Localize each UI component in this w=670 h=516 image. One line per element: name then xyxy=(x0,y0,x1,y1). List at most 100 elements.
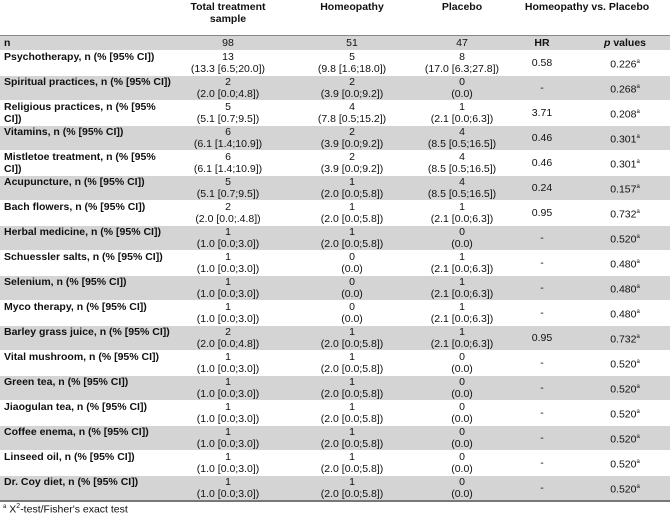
row-label: Vital mushroom, n (% [95% CI]) xyxy=(0,350,172,376)
placebo-n: 1 xyxy=(459,326,465,338)
total-n: 1 xyxy=(225,376,231,388)
total-n: 1 xyxy=(225,426,231,438)
placebo-n: 4 xyxy=(459,176,465,188)
placebo-n: 0 xyxy=(459,476,465,488)
p-value: 0.480 xyxy=(610,283,637,296)
homeopathy-n: 2 xyxy=(349,126,355,138)
homeopathy-cell: 5 (9.8 [1.6;18.0]) xyxy=(284,50,420,76)
placebo-ci: (2.1 [0.0;6.3]) xyxy=(430,213,494,225)
total-cell: 1 (1.0 [0.0;3.0]) xyxy=(172,300,284,326)
p-value: 0.520 xyxy=(610,233,637,246)
homeopathy-cell: 2 (3.9 [0.0;9.2]) xyxy=(284,150,420,176)
total-cell: 1 (1.0 [0.0;3.0]) xyxy=(172,375,284,401)
homeopathy-cell: 0 (0.0) xyxy=(284,250,420,276)
homeopathy-cell: 1 (2.0 [0.0;5.8]) xyxy=(284,350,420,376)
p-superscript: a xyxy=(636,133,640,140)
placebo-n: 4 xyxy=(459,151,465,163)
placebo-n: 8 xyxy=(459,51,465,63)
total-cell: 1 (1.0 [0.0;3.0]) xyxy=(172,350,284,376)
total-ci: (1.0 [0.0;3.0]) xyxy=(196,363,260,375)
placebo-ci: (0.0) xyxy=(451,238,473,250)
homeopathy-ci: (3.9 [0.0;9.2]) xyxy=(320,163,384,175)
homeopathy-ci: (0.0) xyxy=(341,263,363,275)
placebo-n: 0 xyxy=(459,451,465,463)
hr-value: 3.71 xyxy=(504,100,580,126)
total-cell: 1 (1.0 [0.0;3.0]) xyxy=(172,425,284,451)
p-value-cell: 0.480a xyxy=(580,300,670,326)
homeopathy-cell: 1 (2.0 [0.0;5.8]) xyxy=(284,200,420,226)
n-homeopathy: 51 xyxy=(284,35,420,51)
total-n: 1 xyxy=(225,351,231,363)
total-n: 1 xyxy=(225,226,231,238)
homeopathy-ci: (2.0 [0.0;5.8]) xyxy=(320,438,384,450)
total-n: 1 xyxy=(225,476,231,488)
placebo-ci: (2.1 [0.0;6.3]) xyxy=(430,263,494,275)
placebo-n: 0 xyxy=(459,226,465,238)
p-value-cell: 0.520a xyxy=(580,400,670,426)
total-n: 1 xyxy=(225,251,231,263)
hr-value: 0.95 xyxy=(504,200,580,226)
total-ci: (1.0 [0.0;3.0]) xyxy=(196,313,260,325)
homeopathy-n: 0 xyxy=(349,251,355,263)
total-ci: (1.0 [0.0;3.0]) xyxy=(196,488,260,500)
placebo-ci: (0.0) xyxy=(451,88,473,100)
p-value: 0.520 xyxy=(610,408,637,421)
total-cell: 2 (2.0 [0.0;.4.8]) xyxy=(172,200,284,226)
total-cell: 1 (1.0 [0.0;3.0]) xyxy=(172,475,284,502)
homeopathy-ci: (0.0) xyxy=(341,313,363,325)
p-superscript: a xyxy=(636,483,640,490)
row-label: Green tea, n (% [95% CI]) xyxy=(0,375,172,401)
p-value: 0.520 xyxy=(610,483,637,496)
placebo-n: 0 xyxy=(459,76,465,88)
p-value-cell: 0.268a xyxy=(580,75,670,101)
placebo-n: 0 xyxy=(459,426,465,438)
placebo-cell: 1 (2.1 [0.0;6.3]) xyxy=(420,325,504,351)
table-row: Religious practices, n (% [95% CI]) 5 (5.1… xyxy=(0,100,670,126)
placebo-ci: (8.5 [0.5;16.5]) xyxy=(427,188,497,200)
hr-value: - xyxy=(504,75,580,101)
table-row: Green tea, n (% [95% CI]) 1 (1.0 [0.0;3.0]… xyxy=(0,375,670,401)
placebo-cell: 1 (2.1 [0.0;6.3]) xyxy=(420,250,504,276)
total-n: 1 xyxy=(225,401,231,413)
total-cell: 6 (6.1 [1.4;10.9]) xyxy=(172,125,284,151)
total-ci: (1.0 [0.0;3.0]) xyxy=(196,263,260,275)
homeopathy-cell: 4 (7.8 [0.5;15.2]) xyxy=(284,100,420,126)
results-table: Total treatment sample Homeopathy Placeb… xyxy=(0,1,670,502)
total-cell: 2 (2.0 [0.0;4.8]) xyxy=(172,75,284,101)
p-superscript: a xyxy=(636,83,640,90)
table-row: Mistletoe treatment, n (% [95% CI]) 6 (6.1… xyxy=(0,150,670,176)
total-cell: 5 (5.1 [0.7;9.5]) xyxy=(172,175,284,201)
row-label: Jiaogulan tea, n (% [95% CI]) xyxy=(0,400,172,426)
hr-value: 0.46 xyxy=(504,125,580,151)
homeopathy-n: 1 xyxy=(349,401,355,413)
total-n: 5 xyxy=(225,176,231,188)
homeopathy-n: 2 xyxy=(349,151,355,163)
placebo-cell: 0 (0.0) xyxy=(420,75,504,101)
homeopathy-cell: 2 (3.9 [0.0;9.2]) xyxy=(284,75,420,101)
placebo-cell: 4 (8.5 [0.5;16.5]) xyxy=(420,175,504,201)
table-row: Psychotherapy, n (% [95% CI]) 13 (13.3 [6.… xyxy=(0,50,670,76)
p-superscript: a xyxy=(636,58,640,65)
row-label: Bach flowers, n (% [95% CI]) xyxy=(0,200,172,226)
homeopathy-n: 1 xyxy=(349,201,355,213)
homeopathy-cell: 0 (0.0) xyxy=(284,300,420,326)
placebo-n: 1 xyxy=(459,276,465,288)
total-ci: (13.3 [6.5;20.0]) xyxy=(190,63,266,75)
total-ci: (1.0 [0.0;3.0]) xyxy=(196,413,260,425)
placebo-ci: (2.1 [0.0;6.3]) xyxy=(430,288,494,300)
total-n: 1 xyxy=(225,301,231,313)
table-row: Schuessler salts, n (% [95% CI]) 1 (1.0 [0… xyxy=(0,250,670,276)
p-superscript: a xyxy=(636,208,640,215)
homeopathy-cell: 0 (0.0) xyxy=(284,275,420,301)
placebo-n: 0 xyxy=(459,351,465,363)
placebo-cell: 1 (2.1 [0.0;6.3]) xyxy=(420,100,504,126)
homeopathy-ci: (2.0 [0.0;5.8]) xyxy=(320,238,384,250)
placebo-n: 0 xyxy=(459,376,465,388)
table-row: Myco therapy, n (% [95% CI]) 1 (1.0 [0.0;3… xyxy=(0,300,670,326)
p-superscript: a xyxy=(636,283,640,290)
p-value: 0.157 xyxy=(610,183,637,196)
row-label: Vitamins, n (% [95% CI]) xyxy=(0,125,172,151)
placebo-n: 0 xyxy=(459,401,465,413)
hr-value: 0.24 xyxy=(504,175,580,201)
total-ci: (6.1 [1.4;10.9]) xyxy=(193,163,263,175)
